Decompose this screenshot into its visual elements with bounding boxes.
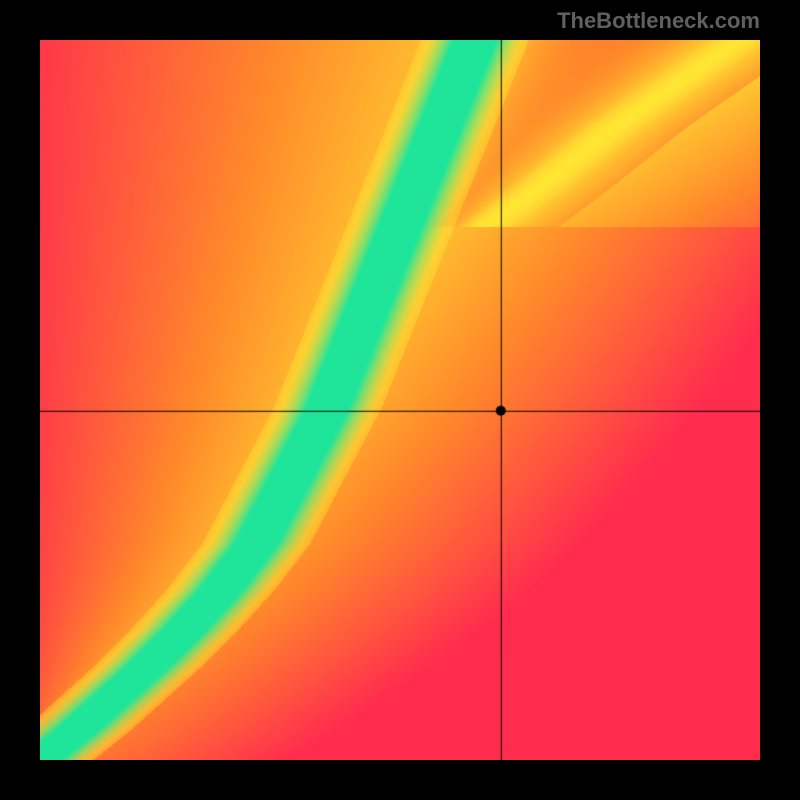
heatmap-canvas	[40, 40, 760, 760]
heatmap-chart	[40, 40, 760, 760]
watermark: TheBottleneck.com	[557, 8, 760, 34]
